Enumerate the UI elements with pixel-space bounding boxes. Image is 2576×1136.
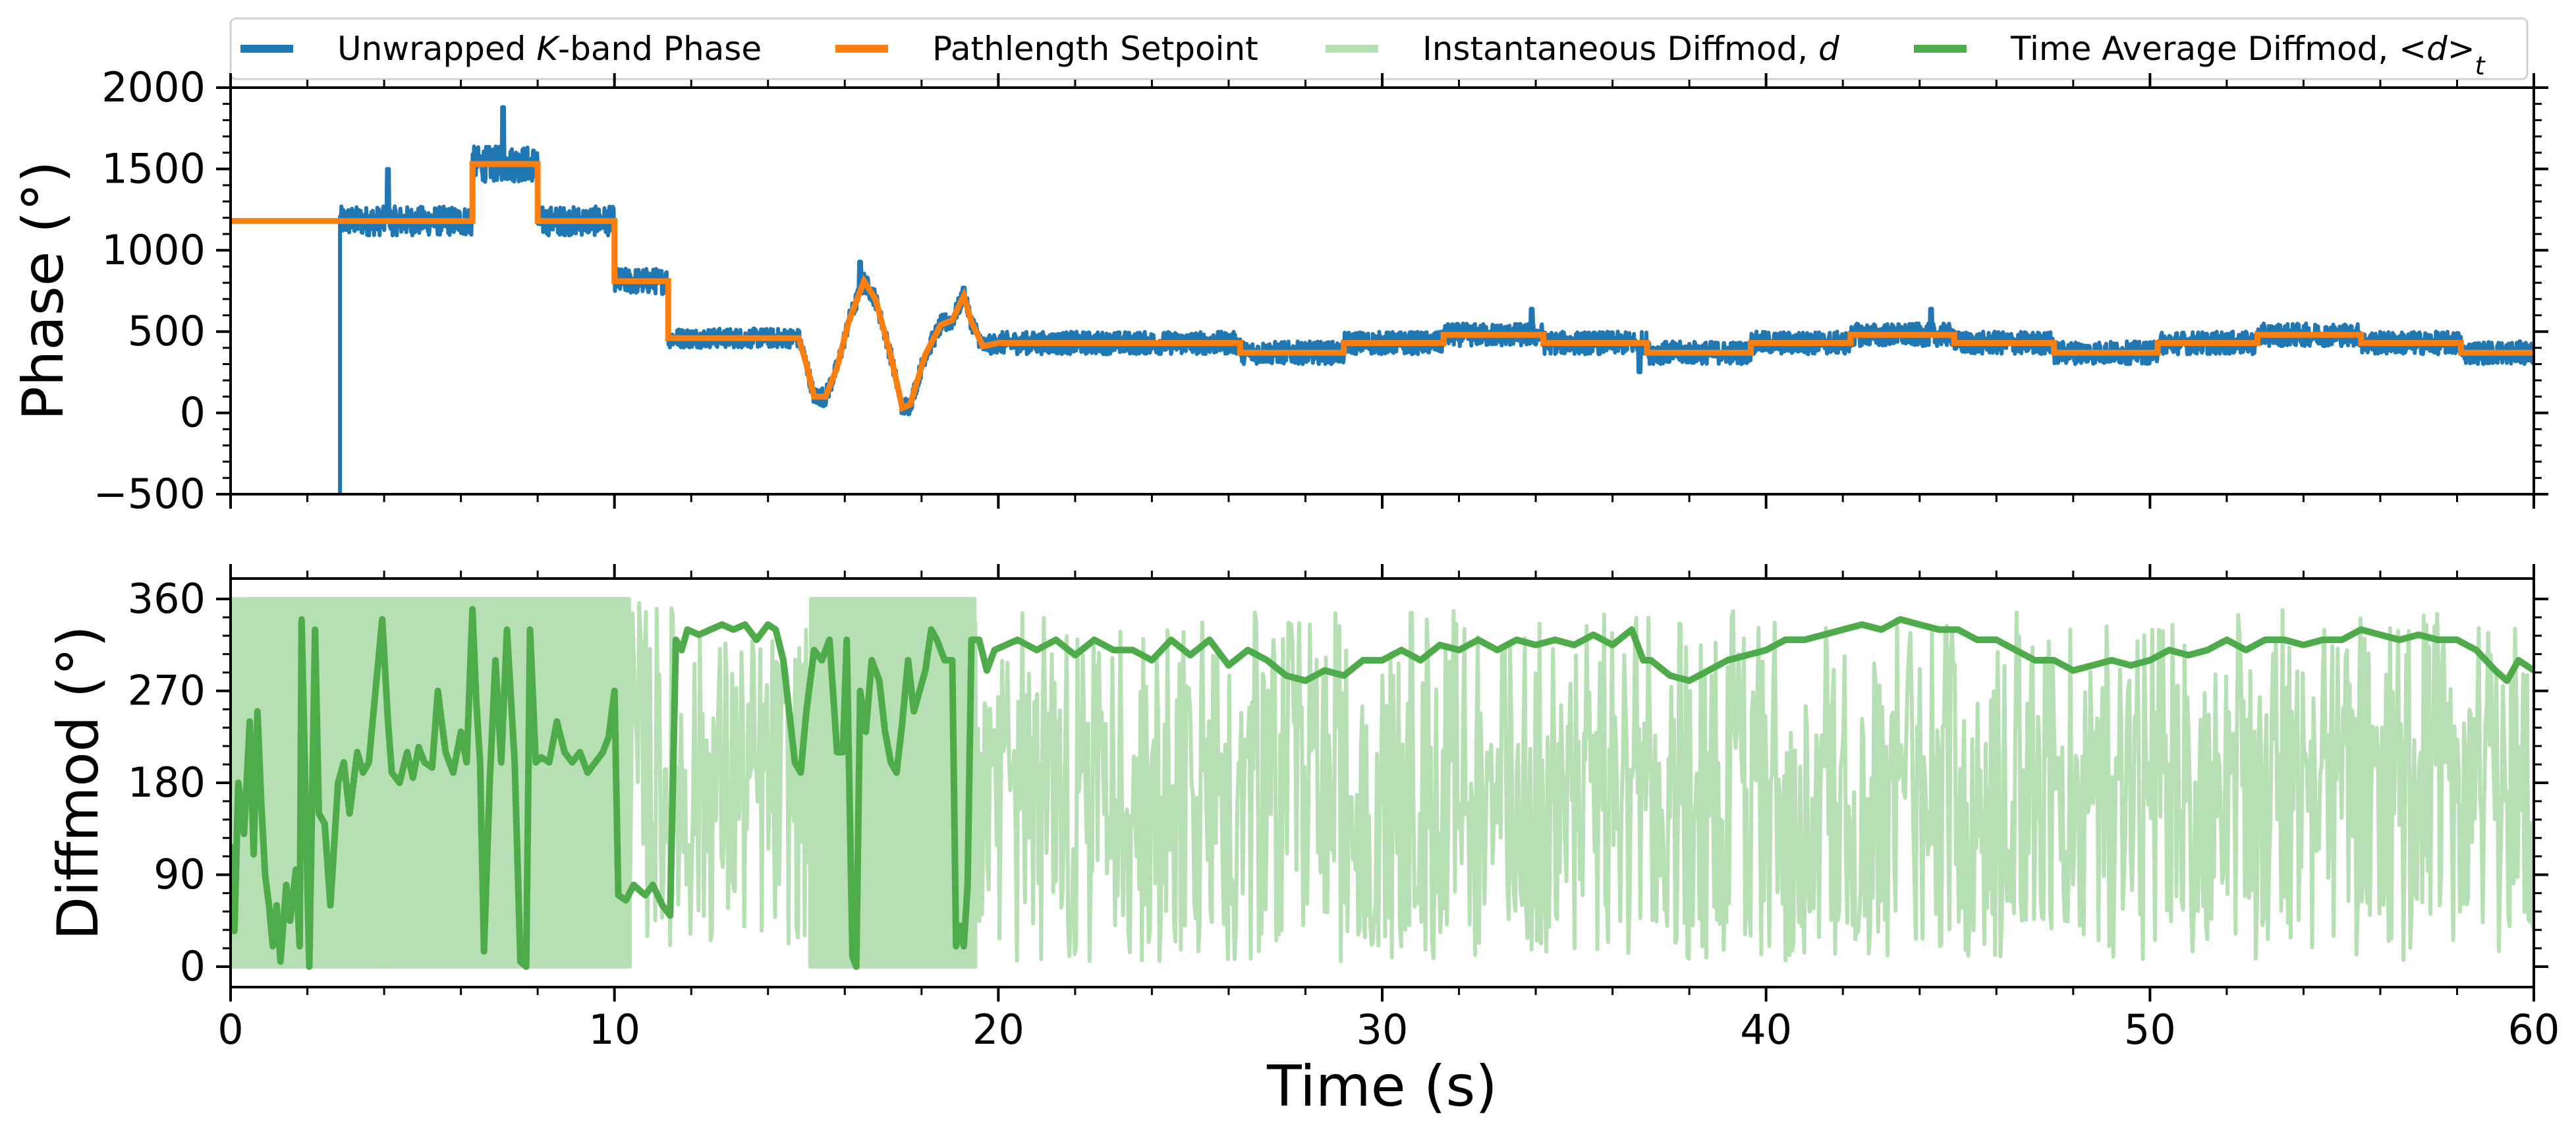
legend-entry-3: Time Average Diffmod, <d>t bbox=[1914, 30, 2486, 80]
x-tick-label: 20 bbox=[972, 1006, 1024, 1054]
y-tick-label: 360 bbox=[128, 575, 206, 623]
legend-label-3: Time Average Diffmod, <d>t bbox=[2010, 30, 2486, 80]
diffmod-y-axis-label: Diffmod (°) bbox=[45, 625, 111, 940]
y-tick-label: 500 bbox=[128, 307, 206, 355]
legend-entry-1: Pathlength Setpoint bbox=[835, 30, 1258, 68]
x-tick-label: 10 bbox=[588, 1006, 640, 1054]
y-tick-label: 0 bbox=[180, 942, 206, 990]
time-x-axis-label: Time (s) bbox=[1266, 1054, 1498, 1120]
legend: Unwrapped K-band Phase Pathlength Setpoin… bbox=[229, 17, 2529, 80]
diffmod-panel: 0 90 180 270 360 0 10 20 30 40 50 60 Diffmod (°) Ti… bbox=[45, 564, 2560, 1120]
series-pathlength-setpoint bbox=[231, 161, 2534, 412]
y-tick-label: 90 bbox=[154, 851, 206, 899]
y-tick-label: 1000 bbox=[101, 226, 206, 274]
legend-label-0: Unwrapped K-band Phase bbox=[337, 30, 762, 68]
legend-label-1: Pathlength Setpoint bbox=[932, 30, 1258, 68]
x-tick-label: 40 bbox=[1740, 1006, 1792, 1054]
phase-panel: −500 0 500 1000 1500 2000 Phase (°) bbox=[11, 63, 2548, 518]
x-tick-label: 0 bbox=[217, 1006, 243, 1054]
y-tick-label: 180 bbox=[128, 758, 206, 807]
x-tick-label: 50 bbox=[2124, 1006, 2176, 1054]
y-tick-label: 1500 bbox=[101, 144, 206, 192]
y-tick-label: 2000 bbox=[101, 63, 206, 111]
series-instantaneous-diffmod bbox=[231, 597, 2534, 969]
x-tick-label: 60 bbox=[2508, 1006, 2560, 1054]
legend-frame bbox=[229, 17, 2529, 80]
legend-entry-2: Instantaneous Diffmod, d bbox=[1326, 30, 1839, 68]
series-time-average-diffmod bbox=[231, 606, 2534, 970]
legend-label-2: Instantaneous Diffmod, d bbox=[1422, 30, 1839, 68]
y-tick-label: 0 bbox=[180, 389, 206, 437]
legend-entry-0: Unwrapped K-band Phase bbox=[240, 30, 762, 68]
phase-y-axis-label: Phase (°) bbox=[11, 161, 76, 420]
y-tick-label: −500 bbox=[94, 470, 206, 518]
x-tick-label: 30 bbox=[1357, 1006, 1409, 1054]
y-tick-label: 270 bbox=[128, 667, 206, 715]
